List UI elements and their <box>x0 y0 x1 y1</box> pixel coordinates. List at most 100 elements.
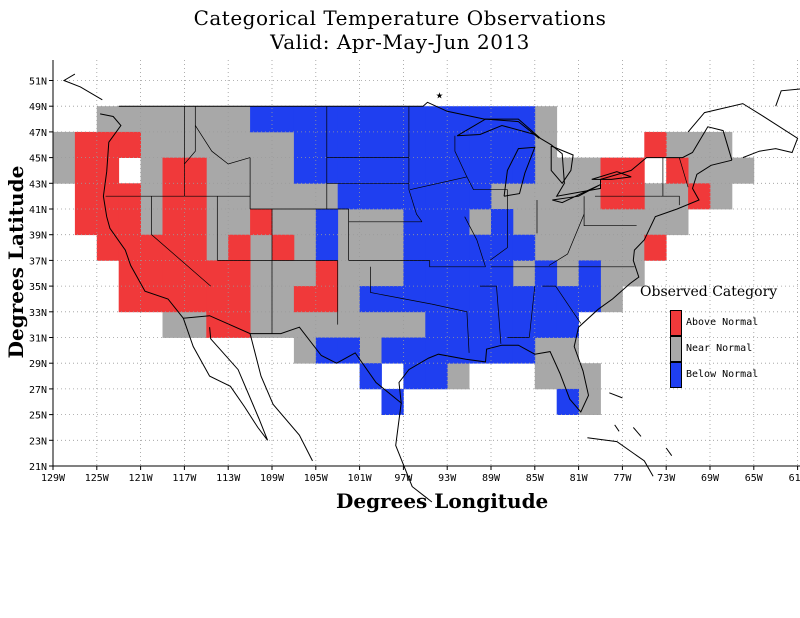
category-cell-near <box>250 311 273 338</box>
lake-superior <box>456 118 540 139</box>
category-cell-near <box>578 209 601 236</box>
category-cell-below <box>425 183 448 210</box>
category-cell-below <box>512 106 536 133</box>
category-cell-below <box>512 337 536 364</box>
x-tick-label: 109W <box>260 473 285 484</box>
bahamas-island <box>609 392 623 399</box>
category-cell-near <box>688 131 711 158</box>
category-cell-above <box>118 209 141 236</box>
category-cell-below <box>534 311 558 338</box>
category-cell-below <box>381 157 404 184</box>
category-cell-above <box>96 131 120 158</box>
category-cell-below <box>315 209 339 236</box>
category-cell-above <box>162 286 185 313</box>
category-cell-near <box>162 131 185 158</box>
category-cell-near <box>644 209 667 236</box>
category-cell-above <box>140 260 163 287</box>
category-cell-above <box>293 286 317 313</box>
bahamas-island <box>665 447 673 456</box>
legend: Observed Category Above Normal Near Norm… <box>632 282 800 402</box>
category-cell-near <box>578 234 601 261</box>
category-cell-near <box>293 234 317 261</box>
category-cell-near <box>140 157 163 184</box>
category-cell-above <box>184 286 207 313</box>
category-cell-below <box>491 131 514 158</box>
state-boundary <box>548 213 585 266</box>
category-cell-below <box>381 286 404 313</box>
category-cell-above <box>206 286 229 313</box>
category-cell-above <box>140 286 163 313</box>
x-tick-label: 129W <box>41 473 66 484</box>
lake-michigan <box>503 146 536 197</box>
category-cell-near <box>600 209 623 236</box>
category-cell-below <box>469 234 492 261</box>
category-cell-near <box>710 183 733 210</box>
category-cell-near <box>250 183 273 210</box>
category-cell-above <box>206 260 229 287</box>
maritimes-coastline <box>687 103 799 159</box>
category-cell-below <box>337 106 360 133</box>
category-cell-near <box>534 183 558 210</box>
category-cell-above <box>228 260 251 287</box>
y-tick-label: 31N <box>29 334 47 345</box>
category-cell-below <box>403 131 426 158</box>
x-tick-label: 93W <box>438 473 457 484</box>
category-cell-above <box>74 157 98 184</box>
category-cell-below <box>447 234 470 261</box>
category-cell-near <box>710 157 733 184</box>
category-cell-above <box>206 311 229 338</box>
category-cell-near <box>228 157 251 184</box>
category-cell-below <box>447 106 470 133</box>
category-cell-below <box>556 311 579 338</box>
legend-swatch-below <box>670 362 682 388</box>
category-cell-below <box>425 286 448 313</box>
category-cell-above <box>228 311 251 338</box>
x-tick-label: 121W <box>129 473 154 484</box>
category-cell-near <box>381 234 404 261</box>
category-cell-near <box>293 260 317 287</box>
category-cell-below <box>578 260 601 287</box>
category-cell-below <box>491 286 514 313</box>
category-cell-below <box>293 106 317 133</box>
y-tick-label: 47N <box>29 128 47 139</box>
category-cell-below <box>315 337 339 364</box>
legend-label-below: Below Normal <box>686 369 759 380</box>
state-boundary <box>678 157 689 188</box>
category-cell-near <box>359 311 382 338</box>
category-cell-above <box>228 286 251 313</box>
category-cell-near <box>556 363 579 390</box>
category-cell-below <box>359 363 382 390</box>
map-subtitle: Valid: Apr-May-Jun 2013 <box>270 30 530 54</box>
category-cell-below <box>425 209 448 236</box>
mexico-gulf-coast <box>395 402 433 503</box>
category-cell-below <box>425 106 448 133</box>
category-cell-above <box>184 209 207 236</box>
category-cell-below <box>447 157 470 184</box>
category-cell-near <box>293 183 317 210</box>
category-cell-below <box>381 106 404 133</box>
state-boundary <box>464 216 486 267</box>
category-cell-near <box>556 209 579 236</box>
x-tick-label: 65W <box>745 473 764 484</box>
category-cell-near <box>250 131 273 158</box>
x-tick-label: 85W <box>526 473 545 484</box>
category-cell-below <box>447 131 470 158</box>
y-tick-label: 41N <box>29 205 47 216</box>
state-boundary <box>454 135 468 178</box>
state-boundary <box>660 195 680 206</box>
x-tick-label: 113W <box>216 473 241 484</box>
category-cell-below <box>447 286 470 313</box>
category-cell-below <box>534 260 558 287</box>
category-cell-above <box>184 260 207 287</box>
category-cell-below <box>359 286 382 313</box>
category-cell-near <box>556 260 579 287</box>
state-boundary <box>583 196 637 227</box>
state-boundary <box>431 303 470 353</box>
y-tick-label: 37N <box>29 256 47 267</box>
x-tick-label: 89W <box>482 473 501 484</box>
category-cell-above <box>96 157 120 184</box>
x-tick-label: 61W <box>789 473 800 484</box>
category-cell-below <box>534 286 558 313</box>
category-cell-near <box>272 131 295 158</box>
category-cell-near <box>250 234 273 261</box>
